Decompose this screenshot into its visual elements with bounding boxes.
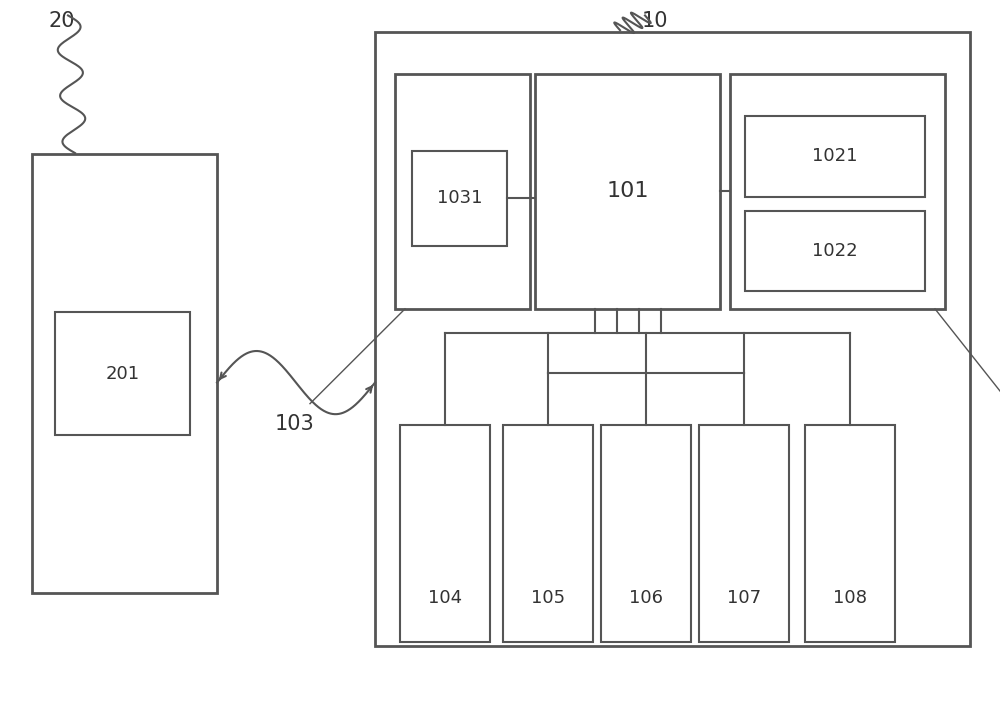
FancyBboxPatch shape bbox=[32, 154, 217, 593]
Text: 108: 108 bbox=[833, 589, 867, 607]
Text: 1022: 1022 bbox=[812, 242, 858, 260]
FancyBboxPatch shape bbox=[699, 425, 789, 642]
FancyBboxPatch shape bbox=[730, 74, 945, 309]
FancyBboxPatch shape bbox=[400, 425, 490, 642]
Text: 20: 20 bbox=[49, 11, 75, 30]
Text: 105: 105 bbox=[531, 589, 565, 607]
FancyBboxPatch shape bbox=[805, 425, 895, 642]
FancyBboxPatch shape bbox=[601, 425, 691, 642]
Text: 104: 104 bbox=[428, 589, 462, 607]
FancyBboxPatch shape bbox=[412, 151, 507, 246]
Text: 1031: 1031 bbox=[437, 190, 482, 207]
FancyBboxPatch shape bbox=[395, 74, 530, 309]
Text: 101: 101 bbox=[606, 181, 649, 201]
Text: 10: 10 bbox=[642, 11, 668, 30]
FancyBboxPatch shape bbox=[745, 116, 925, 197]
Text: 201: 201 bbox=[105, 365, 140, 383]
FancyBboxPatch shape bbox=[503, 425, 593, 642]
FancyBboxPatch shape bbox=[55, 312, 190, 435]
Text: 106: 106 bbox=[629, 589, 663, 607]
Text: 107: 107 bbox=[727, 589, 761, 607]
FancyBboxPatch shape bbox=[535, 74, 720, 309]
Text: 103: 103 bbox=[275, 414, 315, 434]
FancyBboxPatch shape bbox=[745, 211, 925, 291]
FancyBboxPatch shape bbox=[375, 32, 970, 646]
Text: 1021: 1021 bbox=[812, 147, 858, 165]
